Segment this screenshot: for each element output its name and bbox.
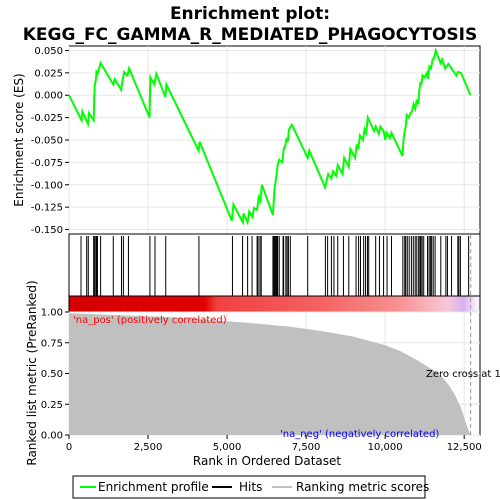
legend (72, 475, 426, 499)
metric-y-axis-label: Ranked list metric (PreRanked) (25, 280, 39, 465)
enrichment-profile-line (68, 46, 472, 226)
x-tick-label: 7,500 (292, 442, 321, 453)
es-y-tick-label: -0.125 (31, 203, 63, 214)
chart-title-line1: Enrichment plot: (170, 4, 330, 24)
es-y-axis-label: Enrichment score (ES) (12, 73, 26, 206)
zero-cross-label: Zero cross at 12704 (426, 369, 500, 380)
metric-y-tick-label: 0.00 (41, 431, 63, 442)
metric-y-tick-label: 0.50 (41, 369, 63, 380)
legend-enrichment-label: Enrichment profile (98, 480, 209, 494)
metric-y-axis: 0.00 0.25 0.50 0.75 1.00 (41, 308, 69, 442)
x-axis: 0 2,500 5,000 7,500 10,000 12,500 (66, 435, 482, 453)
x-tick-label: 2,500 (134, 442, 163, 453)
chart-title-line2: KEGG_FC_GAMMA_R_MEDIATED_PHAGOCYTOSIS (23, 25, 478, 45)
metric-y-tick-label: 1.00 (41, 308, 63, 319)
es-y-tick-label: 0.050 (34, 46, 63, 57)
es-y-tick-label: -0.150 (31, 225, 63, 236)
legend-hits-label: Hits (239, 480, 262, 494)
es-y-tick-label: 0.025 (34, 68, 63, 79)
x-axis-label: Rank in Ordered Dataset (193, 454, 341, 468)
metric-y-tick-label: 0.75 (41, 338, 63, 349)
x-tick-label: 10,000 (368, 442, 403, 453)
ranking-metric-area (69, 313, 471, 435)
es-y-tick-label: -0.050 (31, 136, 63, 147)
es-y-tick-label: -0.075 (31, 158, 63, 169)
es-y-tick-label: -0.100 (31, 180, 63, 191)
ranking-color-bar (68, 295, 481, 313)
es-y-tick-label: -0.025 (31, 113, 63, 124)
x-tick-label: 0 (66, 442, 72, 453)
metric-y-tick-label: 0.25 (41, 400, 63, 411)
positive-label: 'na_pos' (positively correlated) (73, 315, 227, 326)
x-tick-label: 5,000 (213, 442, 242, 453)
x-tick-label: 12,500 (447, 442, 482, 453)
negative-label: 'na_neg' (negatively correlated) (280, 429, 439, 440)
es-y-tick-label: 0.000 (34, 91, 63, 102)
legend-metric-label: Ranking metric scores (296, 480, 429, 494)
hit-markers (80, 236, 470, 296)
es-y-axis: 0.050 0.025 0.000 -0.025 -0.050 -0.075 -0.100 -… (31, 46, 69, 236)
